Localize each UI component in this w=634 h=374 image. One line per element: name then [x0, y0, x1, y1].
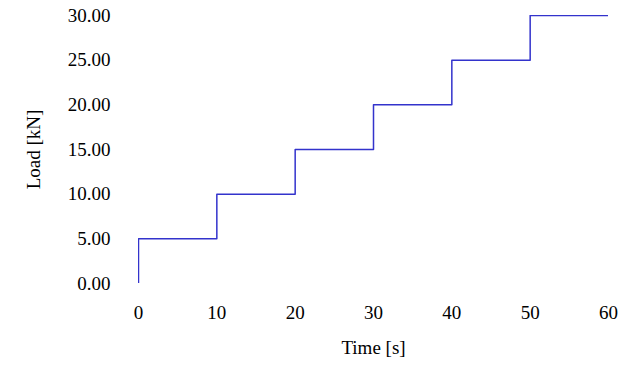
svg-text:10: 10 [207, 302, 226, 323]
svg-text:50: 50 [521, 302, 540, 323]
svg-text:10.00: 10.00 [68, 183, 111, 204]
svg-text:0.00: 0.00 [77, 273, 110, 294]
svg-text:25.00: 25.00 [68, 49, 111, 70]
svg-text:40: 40 [442, 302, 461, 323]
svg-text:Load [kN]: Load [kN] [23, 110, 44, 190]
svg-text:30.00: 30.00 [68, 5, 111, 26]
svg-text:20: 20 [286, 302, 305, 323]
svg-text:0: 0 [134, 302, 144, 323]
svg-text:15.00: 15.00 [68, 139, 111, 160]
svg-text:5.00: 5.00 [77, 228, 110, 249]
svg-text:30: 30 [364, 302, 383, 323]
svg-text:20.00: 20.00 [68, 94, 111, 115]
svg-text:Time [s]: Time [s] [341, 337, 405, 358]
svg-text:60: 60 [599, 302, 618, 323]
